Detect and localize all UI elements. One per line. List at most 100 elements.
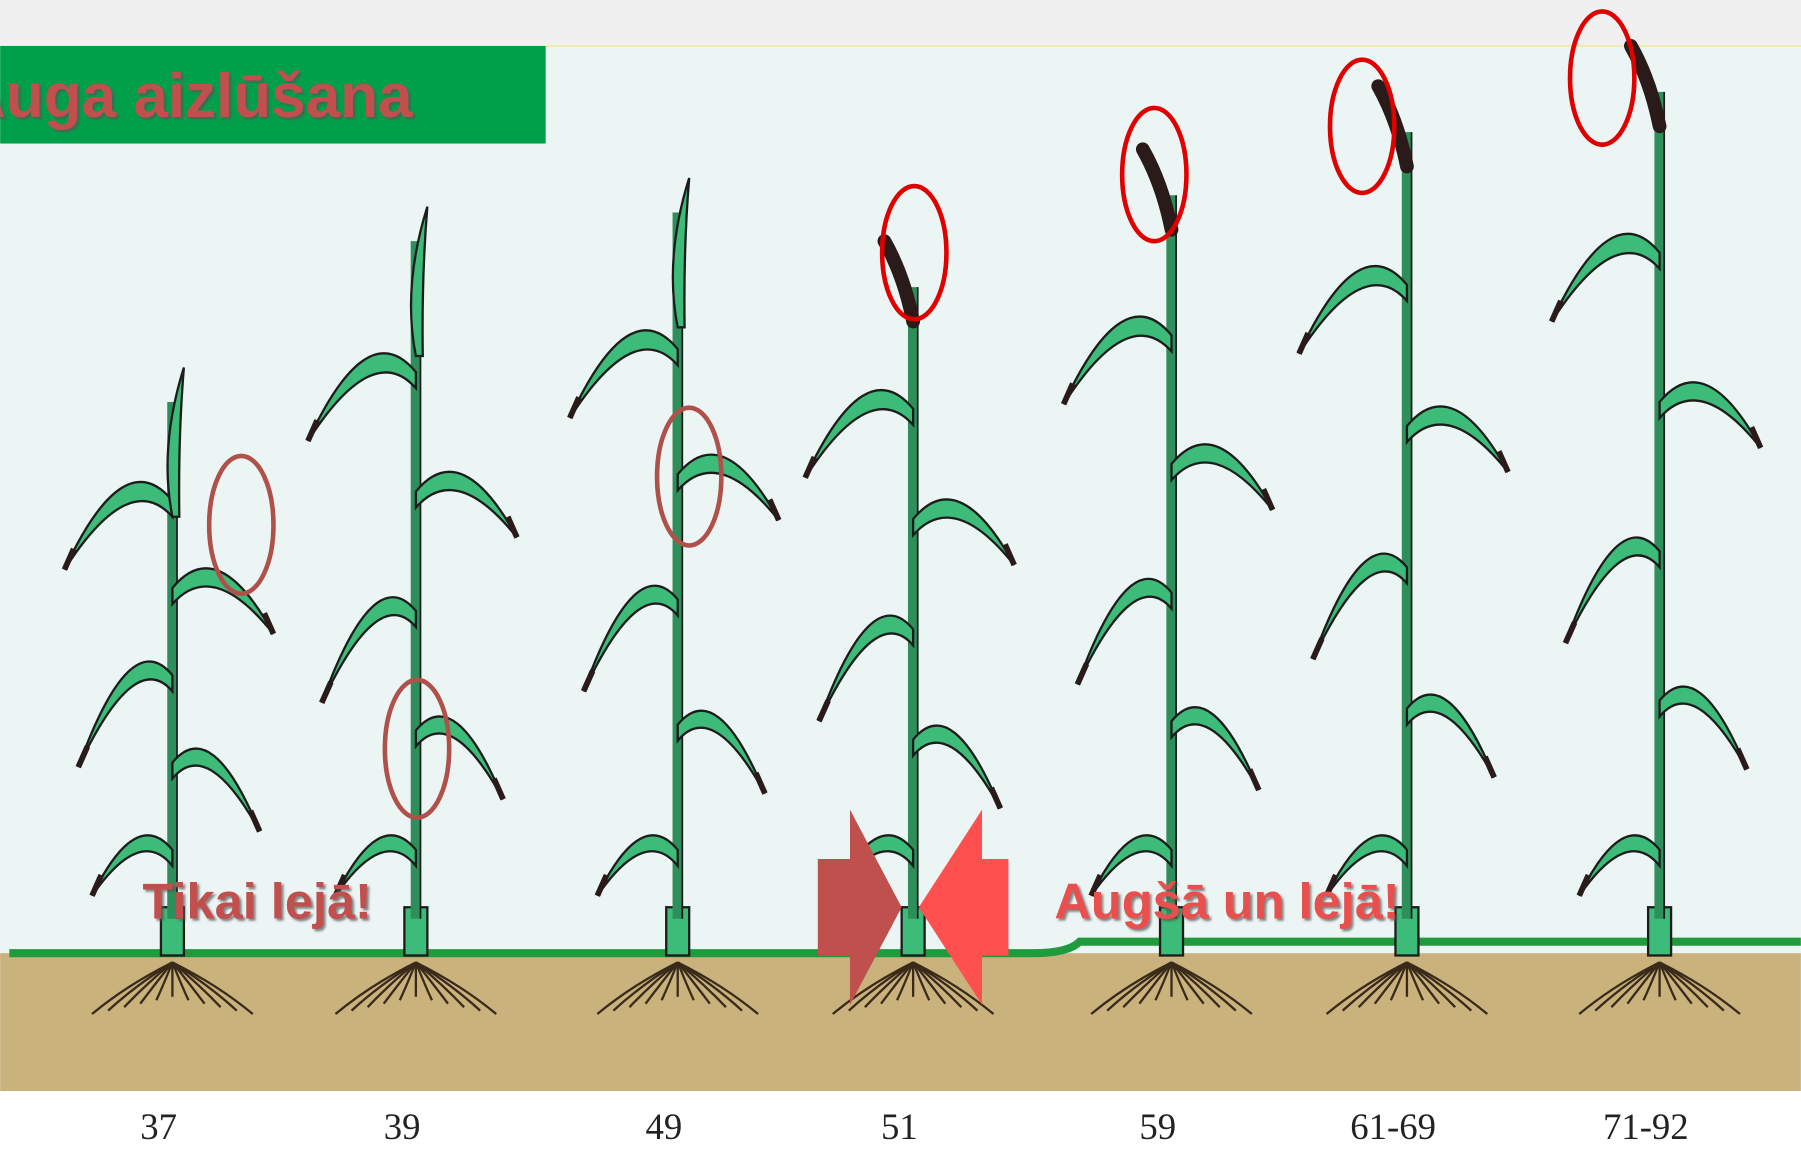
leaf-tip — [61, 547, 77, 571]
root — [415, 961, 497, 1015]
root — [139, 961, 174, 1005]
root — [366, 961, 417, 1008]
root — [880, 961, 915, 1005]
root — [912, 961, 931, 1001]
root — [1122, 961, 1173, 1008]
leaf-tip — [816, 699, 831, 723]
root — [1138, 961, 1173, 1005]
title-banner — [0, 45, 546, 144]
ear — [877, 234, 921, 329]
leaf-tip — [1296, 331, 1311, 355]
leaf-tip — [1549, 299, 1564, 323]
leaf-tip — [1496, 450, 1511, 474]
leaf-tip — [1482, 755, 1497, 779]
plant — [567, 177, 782, 1015]
root — [1610, 961, 1661, 1008]
leaf-tip — [319, 680, 334, 704]
leaf-tip — [1748, 426, 1764, 450]
leaf-tip — [75, 745, 91, 769]
leaf-tip — [1260, 488, 1276, 512]
ground-line — [9, 937, 1801, 958]
stage-label: 71-92 — [1603, 1106, 1689, 1147]
root — [628, 961, 679, 1008]
leaf-tip — [247, 809, 263, 833]
top-bar — [0, 0, 1801, 46]
stage-label: 39 — [384, 1106, 421, 1147]
highlight-ring — [206, 453, 276, 597]
root — [171, 961, 190, 1001]
highlight-ring — [1567, 9, 1637, 147]
root — [123, 961, 174, 1008]
plant — [1060, 142, 1276, 1015]
root — [1406, 961, 1489, 1015]
annotation: Augšā un lejā! — [1054, 873, 1399, 930]
leaf-tip — [332, 873, 348, 897]
leaf-tip — [1735, 747, 1750, 771]
leaf-tip — [594, 873, 610, 897]
stage-label: 51 — [881, 1106, 918, 1147]
flag-leaf — [166, 367, 186, 518]
stage-label: 59 — [1139, 1106, 1176, 1147]
leaf-tip — [1310, 637, 1325, 661]
root — [1171, 961, 1253, 1015]
arrow-right — [817, 809, 902, 1005]
flag-leaf — [409, 206, 429, 358]
highlight-ring — [654, 405, 724, 548]
stage-label: 37 — [140, 1106, 177, 1147]
leaf-tip — [1002, 543, 1017, 567]
root — [1389, 961, 1409, 1001]
root — [1659, 961, 1741, 1015]
root — [644, 961, 679, 1005]
leaf-tip — [802, 455, 817, 479]
stage-labels: 37 39 49 51 59 61-69 71-92 — [140, 1106, 1688, 1147]
root — [1626, 961, 1661, 1005]
leaf-tip — [1246, 768, 1262, 792]
leaf-tip — [988, 786, 1004, 810]
leaf-tip — [1323, 873, 1339, 897]
root — [398, 961, 417, 1001]
root — [1357, 961, 1408, 1008]
plant — [305, 206, 520, 1015]
leaf-tip — [1060, 382, 1076, 406]
root — [1642, 961, 1661, 1001]
stage-label: 61-69 — [1350, 1106, 1436, 1147]
highlight-ring — [879, 183, 949, 322]
highlight-ring — [1327, 57, 1397, 196]
leaf-tip — [491, 777, 506, 801]
arrow-left — [918, 809, 1009, 1005]
root — [1170, 961, 1189, 1001]
leaf-tip — [1576, 873, 1592, 897]
root — [414, 961, 433, 1001]
label-band — [0, 1090, 1801, 1153]
root — [171, 961, 254, 1015]
leaf-tip — [1562, 621, 1578, 645]
leaf-tip — [766, 498, 782, 522]
leaf-tip — [305, 419, 320, 443]
soil — [0, 953, 1801, 1091]
root — [382, 961, 417, 1005]
plant — [61, 367, 277, 1015]
root — [155, 961, 174, 1001]
leaf-tip — [505, 515, 520, 539]
ear — [1135, 142, 1179, 237]
flag-leaf — [671, 177, 691, 329]
root — [912, 961, 995, 1015]
root — [1405, 961, 1425, 1001]
root — [676, 961, 695, 1001]
ear — [1623, 39, 1667, 134]
leaf-tip — [580, 669, 596, 693]
leaf-tip — [753, 771, 768, 795]
highlight-ring — [1119, 105, 1189, 244]
annotation: Tikai lejā! — [143, 873, 372, 930]
root — [660, 961, 679, 1001]
leaf-tip — [567, 396, 582, 420]
root — [677, 961, 759, 1015]
leaf-tip — [1074, 662, 1090, 686]
plant — [1549, 39, 1764, 1015]
leaf-tip — [1088, 873, 1103, 897]
plants — [61, 39, 1764, 1015]
root — [1373, 961, 1408, 1005]
plant — [1296, 79, 1511, 1015]
